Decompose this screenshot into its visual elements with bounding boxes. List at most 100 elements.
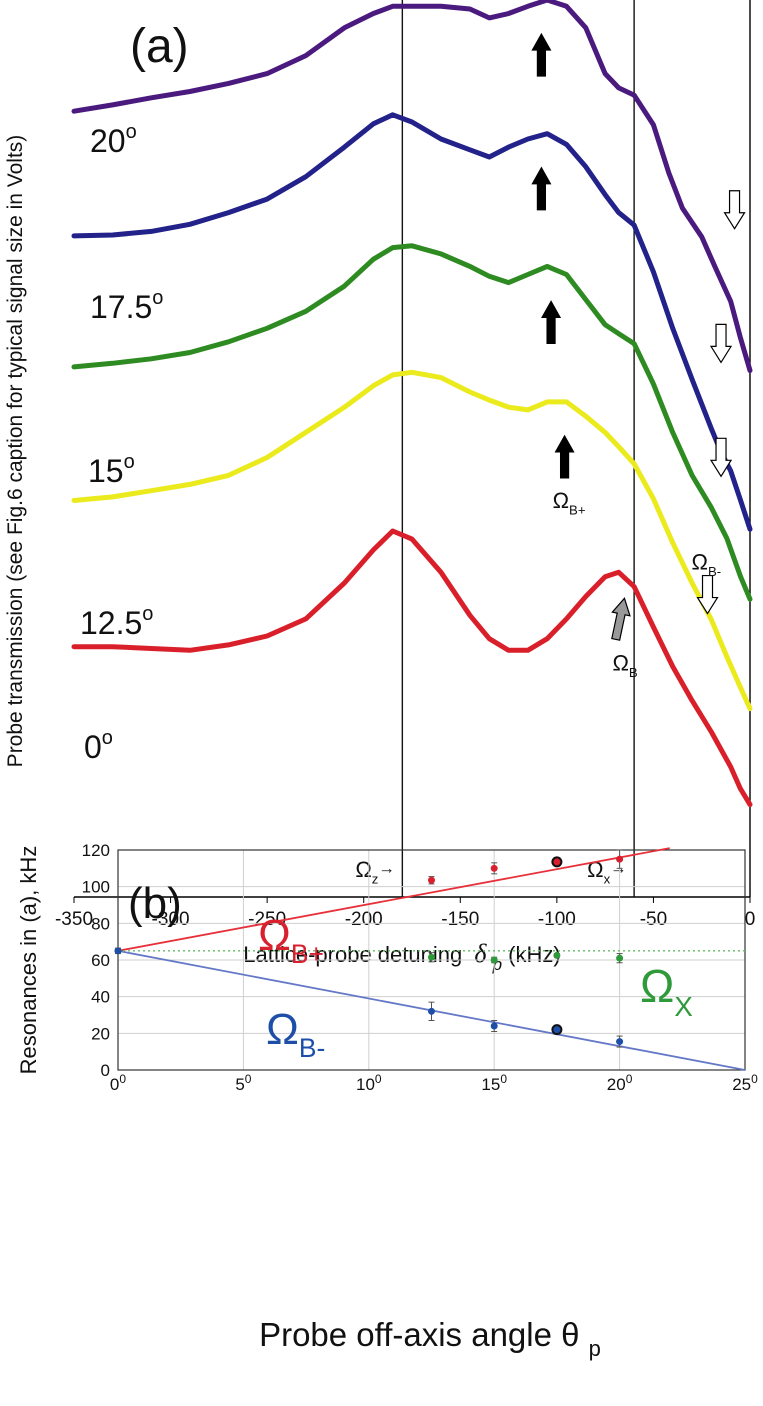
- panel-a: Probe transmission (see Fig.6 caption fo…: [4, 0, 755, 975]
- arrow-up-shape: [531, 32, 552, 77]
- x-tick-label: 250: [732, 1072, 758, 1094]
- x-axis-label-text: Lattice-probe detuning: [243, 942, 462, 967]
- plot-frame: [117, 849, 746, 1071]
- series-label-value: 12.5: [80, 605, 142, 641]
- series-label-b: ΩB+: [258, 911, 324, 969]
- x-axis-subscript: p: [492, 955, 502, 974]
- x-tick-value: 25: [732, 1075, 751, 1094]
- x-tick-label: 100: [356, 1072, 382, 1094]
- series-label-b-sub: X: [674, 991, 692, 1022]
- reference-line-label-sub: x: [604, 872, 611, 887]
- y-tick-label: 20: [91, 1024, 110, 1043]
- x-tick-value: 15: [481, 1075, 500, 1094]
- x-tick-value: 5: [235, 1075, 244, 1094]
- arrow-up-shape: [611, 597, 631, 641]
- arrow-label-main: Ω: [553, 488, 569, 513]
- data-point: [428, 1007, 435, 1015]
- series-label: 0o: [84, 727, 113, 765]
- data-point: [551, 856, 563, 868]
- series-label-value: 20: [90, 123, 126, 159]
- arrow-down-shape: [709, 437, 733, 478]
- data-point: [616, 1038, 624, 1046]
- series-label-b-sub: B-: [299, 1033, 325, 1063]
- series-label-b-sub: B+: [291, 939, 324, 969]
- data-point: [551, 1024, 563, 1036]
- arrow-up-shape: [531, 166, 552, 211]
- x-tick-degree: 0: [375, 1072, 382, 1086]
- x-axis-label-b-subscript: p: [589, 1336, 601, 1361]
- series-label-b: ΩB-: [266, 1005, 325, 1063]
- series-label-b: ΩX: [640, 960, 693, 1022]
- peak-arrow: [554, 434, 575, 479]
- shoulder-arrow: [696, 574, 719, 615]
- x-tick-label: -350: [55, 909, 93, 930]
- series-label-degree: o: [102, 727, 113, 749]
- series-line: [71, 0, 753, 373]
- x-tick-label: -50: [640, 909, 667, 930]
- data-point: [490, 864, 498, 872]
- arrow-label: ΩB: [612, 650, 637, 680]
- reference-line-label-suffix: →: [378, 860, 395, 878]
- x-tick-degree: 0: [751, 1072, 758, 1086]
- data-point: [428, 953, 435, 961]
- x-tick-label: -200: [345, 909, 383, 930]
- series-label-degree: o: [124, 451, 135, 473]
- arrow-down-shape: [696, 574, 719, 615]
- x-tick-degree: 0: [500, 1072, 507, 1086]
- arrow-down-shape: [709, 323, 733, 364]
- peak-arrow: [541, 300, 562, 344]
- x-axis-unit: (kHz): [508, 942, 561, 967]
- shoulder-arrow: [709, 323, 733, 364]
- y-axis-label: Probe transmission (see Fig.6 caption fo…: [4, 135, 27, 768]
- arrow-label-sub: B: [629, 665, 638, 680]
- series-label-degree: o: [126, 121, 137, 143]
- x-tick-label: -300: [152, 909, 190, 930]
- series-label: 12.5o: [80, 603, 153, 641]
- x-tick-degree: 0: [626, 1072, 633, 1086]
- x-tick-label: 50: [235, 1072, 251, 1094]
- data-point: [553, 951, 561, 959]
- reference-line-label-sub: z: [372, 872, 379, 887]
- x-axis-label-b-text: Probe off-axis angle θ: [259, 1316, 579, 1353]
- x-tick-degree: 0: [245, 1072, 252, 1086]
- shoulder-arrow: [709, 437, 733, 478]
- series-label-value: 15: [88, 453, 124, 489]
- fit-line: [117, 847, 670, 952]
- series-label: 15o: [88, 451, 135, 489]
- arrow-up-shape: [541, 300, 562, 344]
- arrow-label-main: Ω: [692, 550, 708, 575]
- data-point: [616, 855, 624, 863]
- series-label-b-main: Ω: [258, 911, 291, 960]
- x-tick-value: 10: [356, 1075, 375, 1094]
- arrow-up-shape: [554, 434, 575, 479]
- series-label-degree: o: [152, 287, 163, 309]
- x-axis-label: Lattice-probe detuning δ p (kHz): [243, 939, 560, 975]
- arrow-label: ΩB-: [692, 550, 722, 580]
- series-label-value: 0: [84, 729, 102, 765]
- panel-label-b: (b): [128, 879, 182, 928]
- data-point: [490, 1022, 498, 1030]
- series-line: [71, 528, 753, 808]
- series-label: 17.5o: [90, 287, 163, 325]
- x-tick-value: 20: [607, 1075, 626, 1094]
- x-axis-label-b: Probe off-axis angle θ p: [259, 1316, 601, 1361]
- peak-arrow: [531, 166, 552, 211]
- x-axis-symbol: δ: [474, 939, 487, 968]
- y-axis-label-b: Resonances in (a), kHz: [16, 846, 41, 1075]
- reference-line-label: Ωz→: [355, 857, 395, 887]
- data-point: [428, 876, 435, 884]
- x-tick-value: 0: [110, 1075, 119, 1094]
- series-label-degree: o: [142, 603, 153, 625]
- arrow-down-shape: [723, 190, 746, 230]
- arrow-label-main: Ω: [612, 650, 628, 675]
- peak-arrow: [531, 32, 552, 77]
- x-tick-label: 150: [481, 1072, 507, 1094]
- series-line: [71, 369, 753, 712]
- reference-line-label-main: Ω: [355, 857, 371, 882]
- data-point: [490, 956, 498, 964]
- series-label-b-main: Ω: [640, 960, 674, 1012]
- series-label: 20o: [90, 121, 137, 159]
- y-tick-label: 60: [91, 951, 110, 970]
- x-tick-label: 200: [607, 1072, 633, 1094]
